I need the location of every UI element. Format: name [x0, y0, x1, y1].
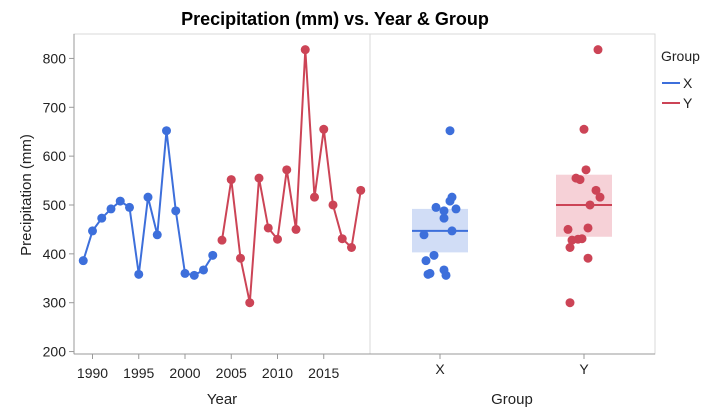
- group-point-y: [563, 224, 573, 234]
- series-line-x: [82, 129, 214, 277]
- group-point-y: [591, 185, 601, 195]
- y-tick-label: 600: [43, 148, 67, 164]
- group-point-y: [581, 165, 591, 175]
- data-point-x: [134, 269, 144, 279]
- line-plot-panel: [73, 33, 371, 355]
- data-point-y: [319, 124, 329, 134]
- group-point-x: [439, 213, 449, 223]
- group-point-y: [585, 200, 595, 210]
- y-axis-label: Precipitation (mm): [18, 134, 35, 256]
- data-point-y: [310, 192, 319, 202]
- group-point-x: [431, 202, 441, 212]
- data-point-x: [171, 206, 181, 216]
- data-point-x: [106, 204, 116, 214]
- group-point-x: [445, 126, 455, 136]
- legend-item-label: Y: [683, 95, 693, 111]
- data-point-x: [115, 196, 125, 206]
- group-point-y: [579, 124, 589, 134]
- legend-item-label: X: [683, 75, 693, 91]
- data-point-x: [199, 265, 208, 275]
- data-point-y: [217, 235, 227, 245]
- y-tick-label: 400: [43, 246, 67, 262]
- group-point-x: [421, 256, 431, 266]
- x-tick-label: 1995: [123, 365, 154, 381]
- data-point-y: [282, 165, 292, 175]
- data-point-y: [291, 224, 301, 234]
- group-tick-label: Y: [579, 361, 589, 377]
- legend-title: Group: [661, 48, 700, 64]
- group-point-x: [439, 206, 449, 216]
- group-plot-frame: [369, 33, 656, 355]
- data-point-y: [263, 223, 273, 233]
- x-tick-label: 2015: [308, 365, 339, 381]
- group-point-y: [577, 234, 587, 244]
- group-tick-label: X: [435, 361, 445, 377]
- group-point-y: [583, 223, 593, 233]
- group-point-y: [595, 192, 605, 202]
- series-layer: [78, 45, 366, 308]
- chart-title: Precipitation (mm) vs. Year & Group: [181, 9, 489, 29]
- y-axis: 200 300 400 500 600 700 800: [43, 34, 75, 360]
- x-tick-label: 2010: [262, 365, 293, 381]
- data-point-x: [208, 250, 218, 260]
- group-point-y: [583, 253, 593, 263]
- group-point-x: [419, 230, 429, 240]
- x-axis-label-group: Group: [491, 391, 533, 408]
- data-point-x: [180, 268, 190, 278]
- x-tick-label: 2000: [169, 365, 200, 381]
- y-tick-label: 700: [43, 99, 67, 115]
- y-tick-label: 800: [43, 50, 67, 66]
- group-point-y: [565, 242, 575, 252]
- group-point-x: [447, 192, 457, 202]
- box-layer: [412, 45, 612, 308]
- data-point-x: [125, 202, 134, 212]
- data-point-x: [189, 270, 199, 280]
- y-tick-label: 300: [43, 295, 67, 311]
- data-point-y: [226, 175, 236, 185]
- data-point-y: [236, 253, 245, 263]
- data-point-y: [356, 185, 366, 195]
- x-tick-label: 1990: [77, 365, 108, 381]
- group-plot-panel: [369, 33, 656, 355]
- data-point-y: [254, 173, 264, 183]
- data-point-x: [78, 256, 88, 266]
- group-point-y: [565, 298, 575, 308]
- data-point-x: [88, 226, 97, 236]
- line-plot-frame: [73, 33, 371, 355]
- data-point-x: [162, 126, 171, 136]
- y-tick-label: 200: [43, 344, 67, 360]
- group-point-x: [429, 250, 439, 260]
- group-point-x: [447, 226, 457, 236]
- data-point-y: [273, 234, 282, 244]
- group-point-x: [439, 265, 449, 275]
- series-line-y: [221, 48, 362, 304]
- data-point-x: [97, 213, 107, 223]
- data-point-y: [337, 234, 347, 244]
- data-point-y: [347, 242, 356, 252]
- data-point-y: [300, 45, 310, 55]
- data-point-y: [245, 298, 255, 308]
- year-axis: 1990 1995 2000 2005 2010 2015: [74, 353, 370, 381]
- legend: Group XY: [661, 48, 700, 111]
- group-point-y: [571, 173, 581, 183]
- data-point-x: [152, 230, 162, 240]
- group-point-y: [593, 45, 603, 55]
- group-point-x: [425, 268, 435, 278]
- data-point-x: [143, 192, 153, 202]
- group-point-x: [451, 204, 461, 214]
- y-tick-label: 500: [43, 197, 67, 213]
- data-point-y: [328, 200, 338, 210]
- x-axis-label-year: Year: [207, 391, 237, 408]
- x-tick-label: 2005: [216, 365, 247, 381]
